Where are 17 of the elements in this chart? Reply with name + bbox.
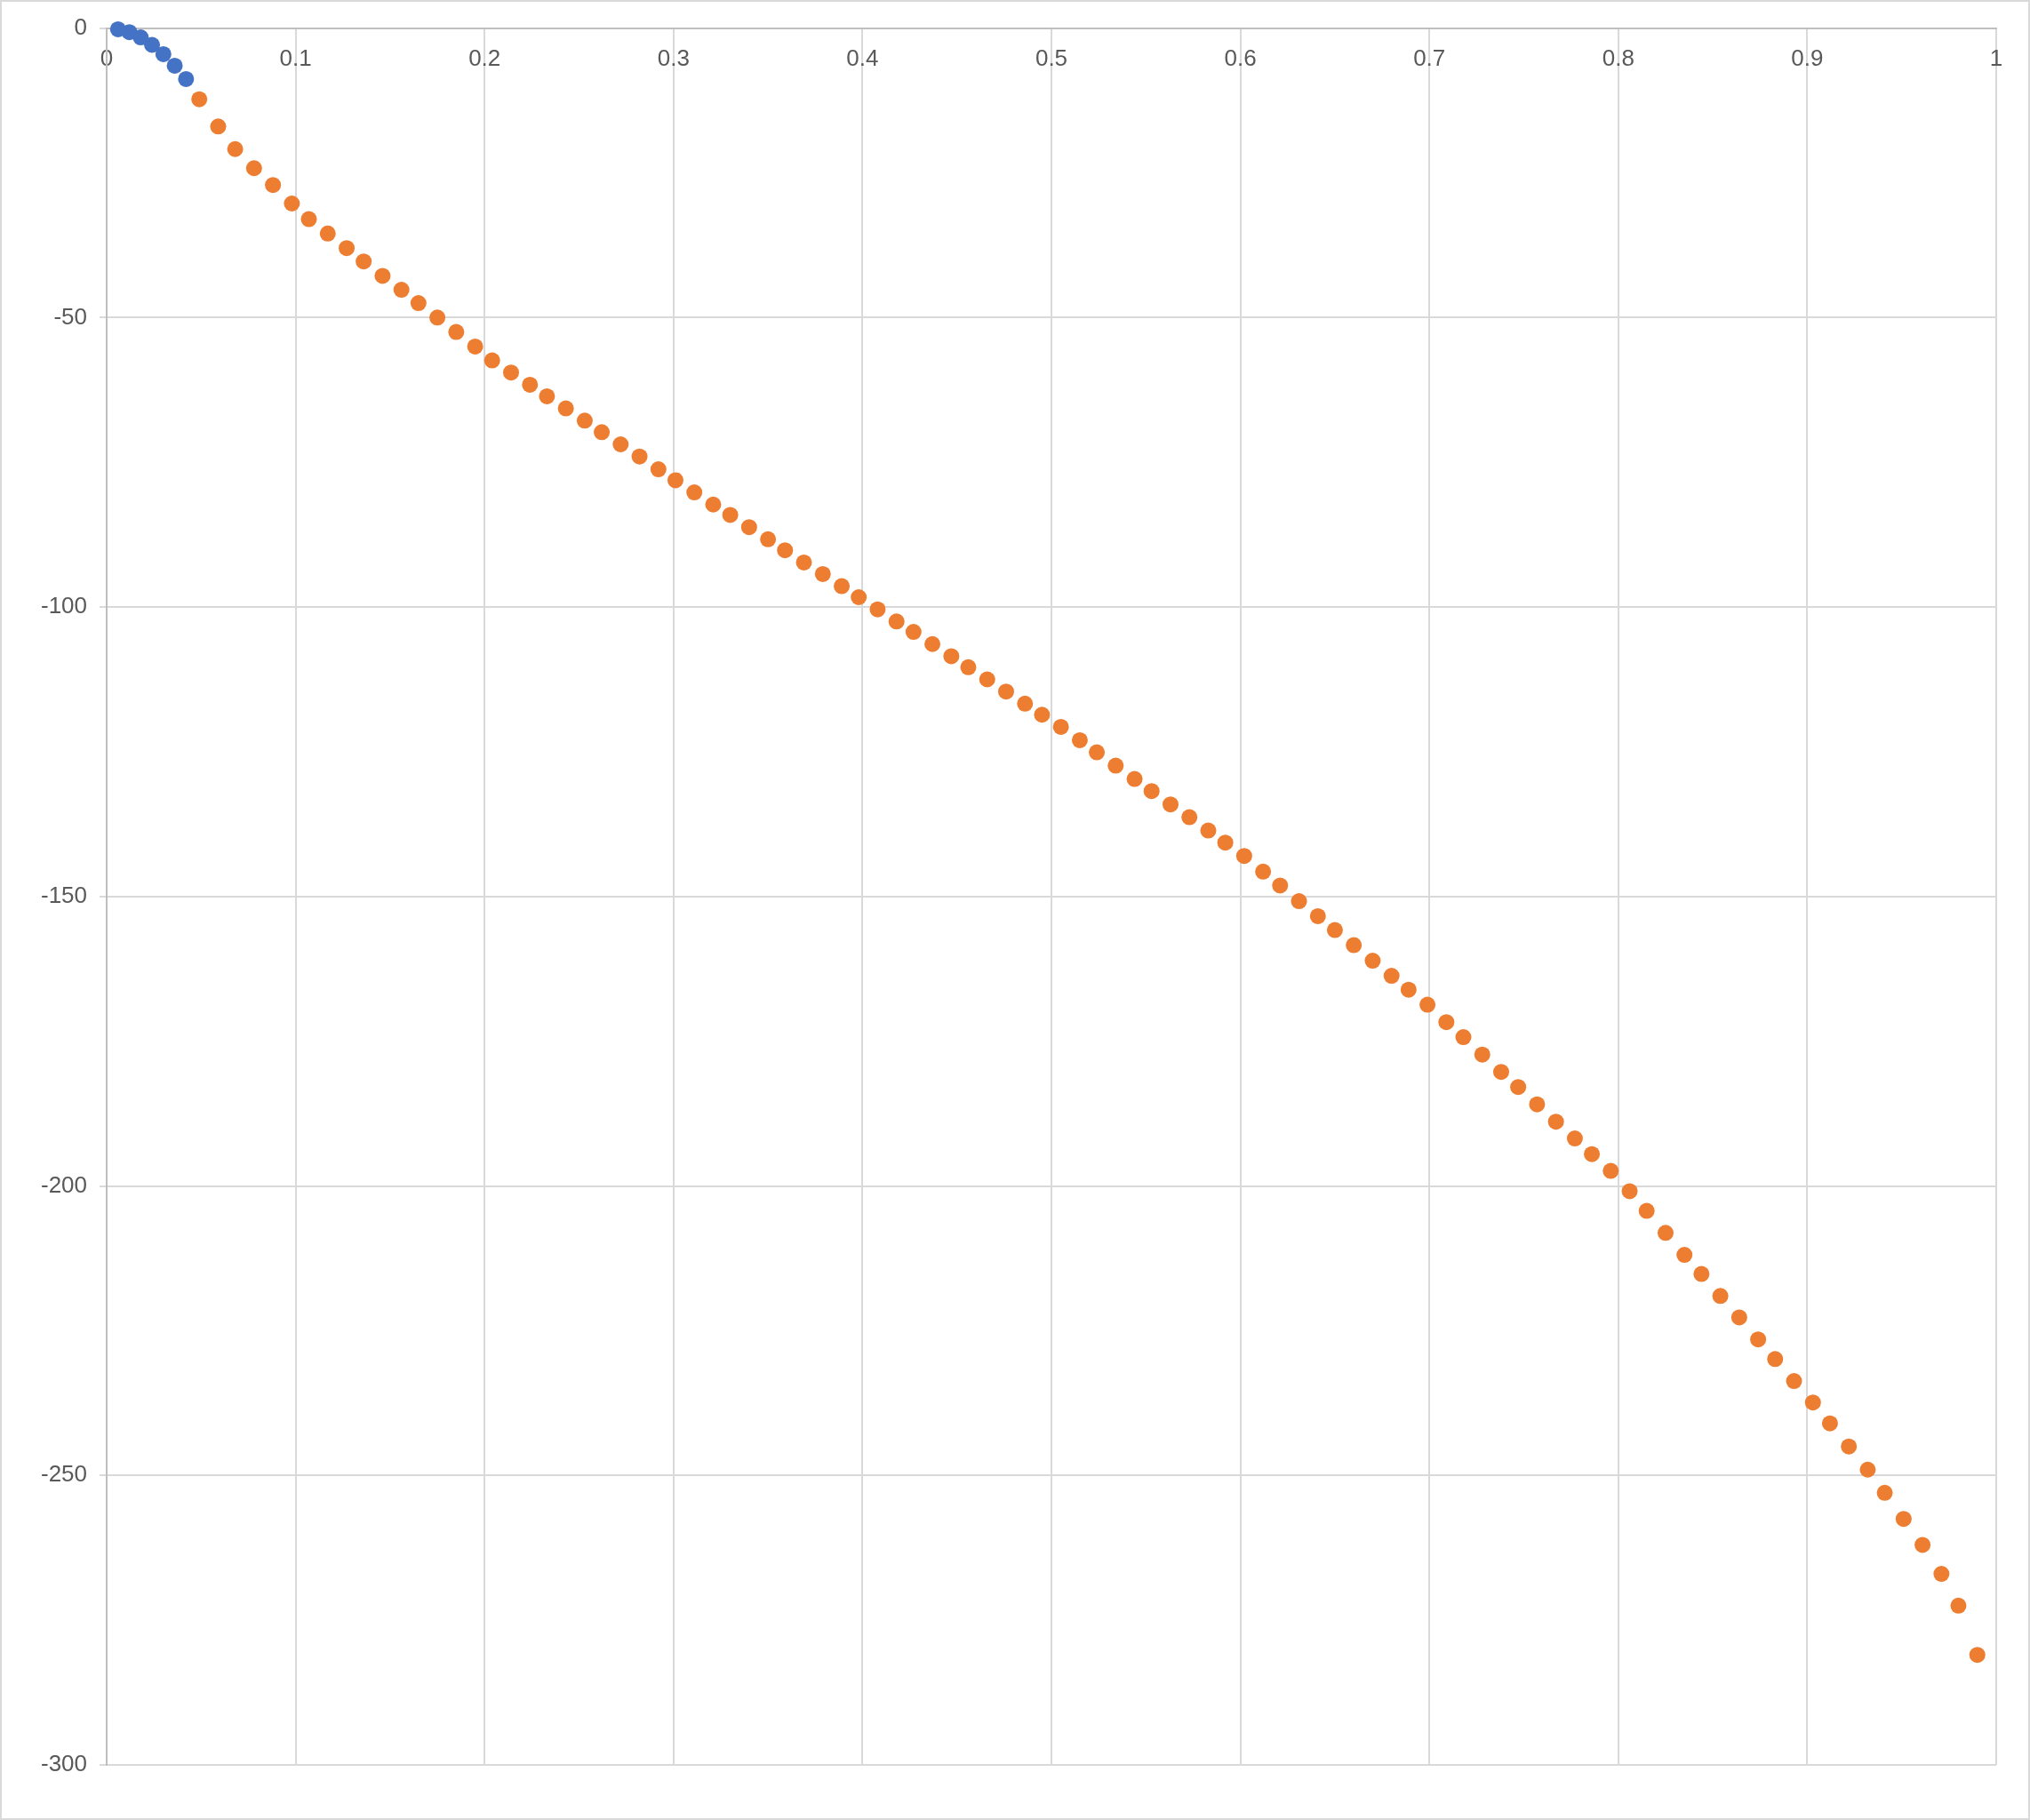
x-tick-label: 0.5 xyxy=(1035,44,1068,72)
x-tick-label: 0.4 xyxy=(846,44,879,72)
x-tick-label: 0.7 xyxy=(1413,44,1446,72)
y-tick-label: 0 xyxy=(74,12,88,40)
x-tick-label: 0.2 xyxy=(468,44,501,72)
y-tick-label: -250 xyxy=(40,1460,88,1488)
y-tick-label: -150 xyxy=(40,881,88,908)
x-tick-label: 0.1 xyxy=(279,44,312,72)
y-tick-label: -300 xyxy=(40,1750,88,1777)
x-tick-label: 0.3 xyxy=(657,44,690,72)
x-tick-label: 1 xyxy=(1989,44,2003,72)
y-tick-label: -200 xyxy=(40,1170,88,1198)
x-tick-label: 0.6 xyxy=(1224,44,1257,72)
y-tick-label: -50 xyxy=(53,302,88,330)
y-tick-label: -100 xyxy=(40,592,88,619)
x-tick-label: 0.8 xyxy=(1602,44,1634,72)
x-tick-label: 0.9 xyxy=(1791,44,1824,72)
